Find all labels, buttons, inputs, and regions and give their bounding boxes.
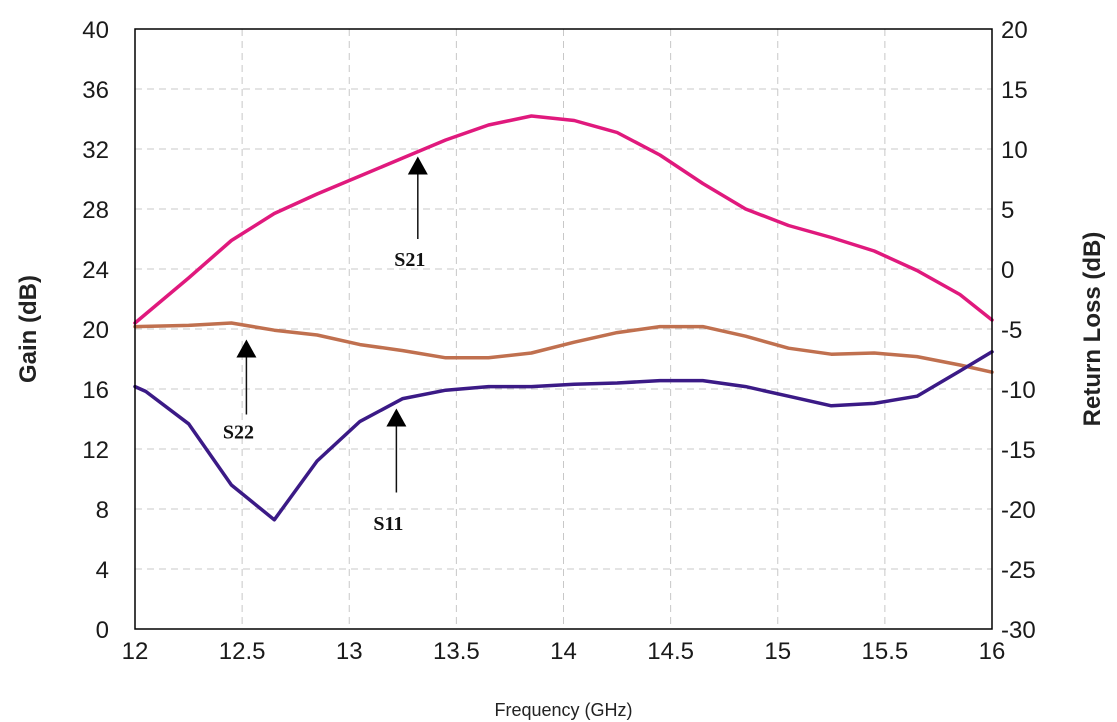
annotation-s22: S22 (223, 339, 257, 444)
annotation-label: S22 (223, 422, 254, 444)
x-tick-label: 14 (550, 638, 577, 665)
right-y-tick-label: 0 (1001, 257, 1014, 284)
annotation-arrowhead (236, 339, 257, 358)
left-y-axis-title: Gain (dB) (15, 275, 42, 383)
right-y-tick-label: 20 (1001, 17, 1028, 44)
right-y-tick-label: -5 (1001, 317, 1022, 344)
plot-frame (134, 28, 993, 630)
annotations: S21 S22 S11 (223, 156, 428, 535)
left-y-tick-label: 12 (82, 437, 109, 464)
annotation-arrowhead (407, 156, 428, 175)
x-tick-label: 13.5 (433, 638, 480, 665)
x-tick-label: 15.5 (862, 638, 909, 665)
left-y-tick-label: 36 (82, 77, 109, 104)
x-axis-title: Frequency (GHz) (494, 700, 632, 720)
right-y-tick-label: 15 (1001, 77, 1028, 104)
annotation-arrowhead (386, 408, 407, 427)
series-s11-line (133, 350, 994, 522)
right-y-tick-label: 5 (1001, 197, 1014, 224)
left-y-tick-label: 32 (82, 137, 109, 164)
left-y-tick-label: 16 (82, 377, 109, 404)
right-y-tick-label: -30 (1001, 617, 1036, 644)
x-tick-label: 15 (764, 638, 791, 665)
right-y-tick-label: 10 (1001, 137, 1028, 164)
x-tick-label: 12.5 (219, 638, 266, 665)
annotation-label: S11 (373, 513, 403, 535)
left-y-tick-label: 40 (82, 17, 109, 44)
x-tick-label: 12 (122, 638, 149, 665)
annotation-s11: S11 (373, 408, 407, 535)
right-y-tick-label: -15 (1001, 437, 1036, 464)
left-y-tick-label: 4 (96, 557, 109, 584)
annotation-s21: S21 (394, 156, 428, 271)
left-y-tick-label: 24 (82, 257, 109, 284)
series-s22-line (133, 321, 994, 374)
x-tick-label: 13 (336, 638, 363, 665)
series-s21-line (133, 114, 994, 325)
right-y-axis-title: Return Loss (dB) (1079, 232, 1106, 427)
tick-labels: 12 12.5 13 13.5 14 14.5 15 15.5 16 0 4 8 12 16 20 24 28 3… (82, 17, 1035, 665)
left-y-tick-label: 8 (96, 497, 109, 524)
x-tick-label: 16 (979, 638, 1006, 665)
right-y-tick-label: -25 (1001, 557, 1036, 584)
left-y-tick-label: 0 (96, 617, 109, 644)
x-tick-label: 14.5 (647, 638, 694, 665)
right-y-tick-label: -20 (1001, 497, 1036, 524)
left-y-tick-label: 28 (82, 197, 109, 224)
annotation-label: S21 (394, 249, 425, 271)
series-layer (133, 114, 994, 522)
left-y-tick-label: 20 (82, 317, 109, 344)
right-y-tick-label: -10 (1001, 377, 1036, 404)
